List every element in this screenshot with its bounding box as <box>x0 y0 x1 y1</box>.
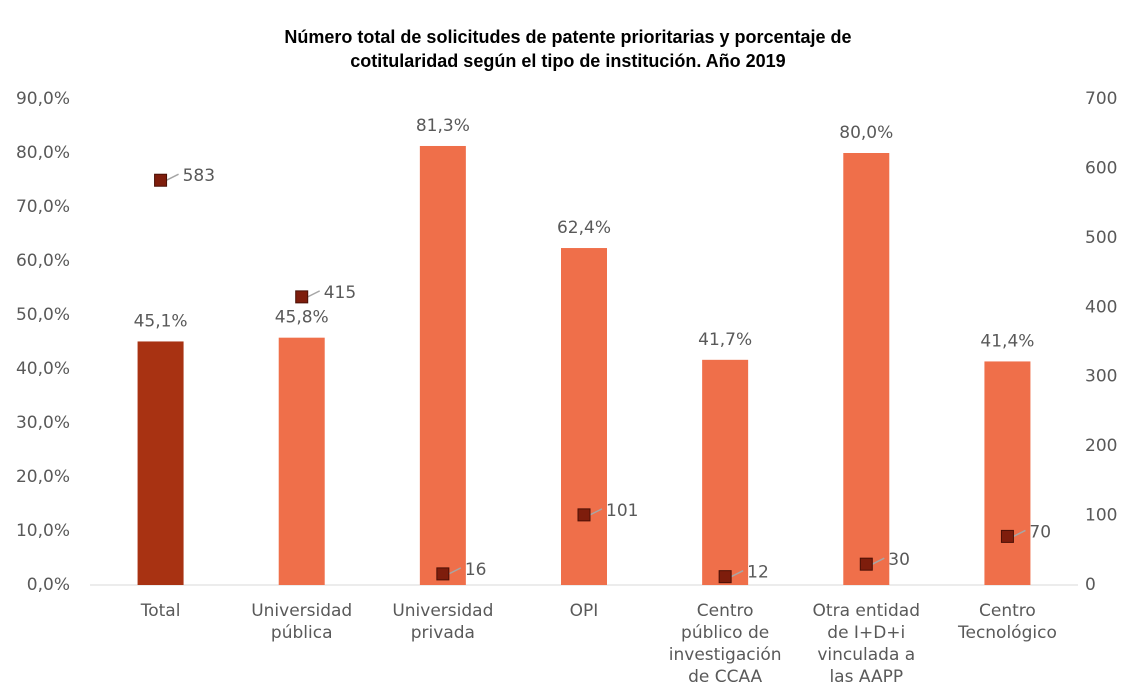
x-tick-label: Universidad pública <box>251 601 352 643</box>
y-tick-label: 0,0% <box>27 575 70 595</box>
marker <box>154 173 168 187</box>
bar-value-label: 45,8% <box>275 308 329 328</box>
marker-value-label: 12 <box>747 563 769 583</box>
marker <box>1000 529 1014 543</box>
marker <box>859 557 873 571</box>
bar-value-label: 41,4% <box>980 331 1034 351</box>
y-tick-label: 30,0% <box>16 413 70 433</box>
y-tick-label: 10,0% <box>16 521 70 541</box>
bar <box>419 145 466 586</box>
y2-tick-label: 700 <box>1085 89 1117 109</box>
leader-line <box>448 567 462 575</box>
y-tick-label: 70,0% <box>16 197 70 217</box>
leader-line <box>871 557 885 565</box>
y-tick-label: 60,0% <box>16 251 70 271</box>
marker-value-label: 415 <box>324 283 356 303</box>
chart-title: Número total de solicitudes de patente p… <box>284 27 851 71</box>
bar <box>278 337 325 585</box>
x-tick-label: Total <box>140 601 181 621</box>
marker-value-label: 101 <box>606 501 638 521</box>
marker-value-label: 30 <box>888 550 910 570</box>
bar-value-label: 80,0% <box>839 123 893 143</box>
x-tick-label: Universidad privada <box>392 601 493 643</box>
bar-value-label: 62,4% <box>557 218 611 238</box>
marker <box>436 567 450 581</box>
leader-line <box>589 508 603 516</box>
bar <box>984 361 1031 585</box>
bar-value-label: 41,7% <box>698 330 752 350</box>
y2-tick-label: 300 <box>1085 367 1117 387</box>
marker-value-label: 70 <box>1029 522 1051 542</box>
bar-value-label: 81,3% <box>416 116 470 136</box>
y-tick-label: 20,0% <box>16 467 70 487</box>
y2-tick-label: 600 <box>1085 158 1117 178</box>
marker <box>295 290 309 304</box>
y2-tick-label: 100 <box>1085 506 1117 526</box>
bar-value-label: 45,1% <box>134 311 188 331</box>
leader-line <box>166 173 179 181</box>
y-tick-label: 50,0% <box>16 305 70 325</box>
y2-tick-label: 400 <box>1085 297 1117 317</box>
marker <box>577 508 591 522</box>
bar <box>843 153 890 585</box>
leader-line <box>307 290 321 298</box>
marker <box>718 570 732 584</box>
y2-tick-label: 0 <box>1085 575 1096 595</box>
x-tick-label: Otra entidad de I+D+i vinculada a las AAPP <box>813 601 920 687</box>
marker-value-label: 583 <box>183 166 215 186</box>
leader-line <box>730 569 744 578</box>
bar <box>137 341 184 585</box>
bar <box>702 359 749 585</box>
bar <box>561 248 607 586</box>
x-tick-label: Centro Tecnológico <box>957 601 1057 643</box>
x-tick-label: Centro público de investigación de CCAA <box>669 601 782 687</box>
y2-tick-label: 200 <box>1085 436 1117 456</box>
marker-value-label: 16 <box>465 560 487 580</box>
leader-line <box>1013 529 1026 538</box>
y-tick-label: 80,0% <box>16 143 70 163</box>
y-tick-label: 40,0% <box>16 359 70 379</box>
x-tick-label: OPI <box>570 601 599 621</box>
y2-tick-label: 500 <box>1085 228 1117 248</box>
y-tick-label: 90,0% <box>16 89 70 109</box>
